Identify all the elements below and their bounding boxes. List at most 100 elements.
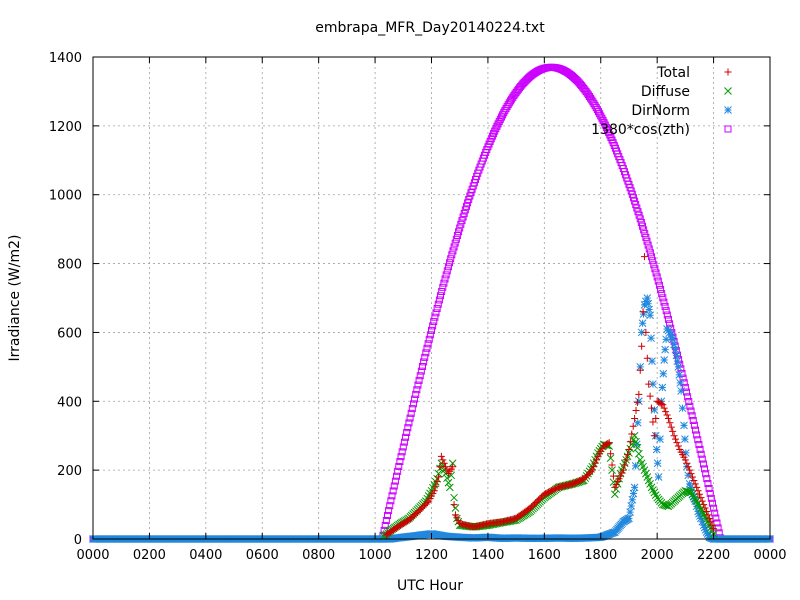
- total-point: [605, 439, 613, 447]
- total-point: [691, 480, 699, 488]
- 1380-cos-zth-point: [708, 499, 716, 507]
- 1380-cos-zth-point: [683, 388, 691, 396]
- total-point: [622, 456, 630, 464]
- total-point: [588, 466, 596, 474]
- total-point: [688, 473, 696, 481]
- dirnorm-point: [637, 328, 646, 337]
- total-point: [693, 483, 701, 491]
- total-point: [684, 463, 692, 471]
- total-point: [621, 461, 629, 469]
- 1380-cos-zth-point: [461, 206, 469, 214]
- total-point: [614, 478, 622, 486]
- total-point: [670, 432, 678, 440]
- 1380-cos-zth-point: [448, 251, 456, 259]
- x-tick-label: 0000: [753, 548, 786, 563]
- 1380-cos-zth-point: [442, 271, 450, 279]
- chart-title: embrapa_MFR_Day20140224.txt: [315, 20, 545, 36]
- total-point: [593, 456, 601, 464]
- 1380-cos-zth-point: [652, 269, 660, 277]
- 1380-cos-zth-point: [433, 305, 441, 313]
- legend-marker-1380-cos-zth: [724, 125, 732, 133]
- 1380-cos-zth-point: [434, 300, 442, 308]
- 1380-cos-zth-point: [597, 112, 605, 120]
- 1380-cos-zth-point: [664, 315, 672, 323]
- diffuse-point: [444, 478, 453, 487]
- 1380-cos-zth-point: [685, 397, 693, 405]
- total-point: [687, 470, 695, 478]
- 1380-cos-zth-point: [458, 217, 466, 225]
- total-point: [430, 487, 438, 495]
- 1380-cos-zth-point: [651, 265, 659, 273]
- 1380-cos-zth-point: [407, 409, 415, 417]
- 1380-cos-zth-point: [383, 512, 391, 520]
- dirnorm-point: [630, 483, 639, 492]
- 1380-cos-zth-point: [697, 450, 705, 458]
- 1380-cos-zth-point: [390, 482, 398, 490]
- 1380-cos-zth-point: [443, 267, 451, 275]
- total-point: [648, 404, 656, 412]
- 1380-cos-zth-point: [648, 253, 656, 261]
- legend-marker-dirnorm: [724, 106, 732, 114]
- diffuse-point: [451, 504, 460, 512]
- 1380-cos-zth-point: [689, 417, 697, 425]
- total-point: [615, 475, 623, 483]
- total-point: [618, 469, 626, 477]
- 1380-cos-zth-point: [413, 386, 421, 394]
- dirnorm-point: [627, 502, 636, 510]
- dirnorm-point: [681, 435, 689, 444]
- dirnorm-point: [647, 334, 655, 343]
- 1380-cos-zth-point: [636, 215, 644, 223]
- 1380-cos-zth-point: [711, 509, 719, 517]
- 1380-cos-zth-point: [599, 116, 607, 124]
- 1380-cos-zth-point: [418, 363, 426, 371]
- total-point: [657, 400, 665, 408]
- total-point: [690, 476, 698, 484]
- dirnorm-point: [677, 387, 685, 395]
- 1380-cos-zth-point: [455, 228, 463, 236]
- 1380-cos-zth-point: [460, 209, 468, 217]
- y-tick-label: 0: [74, 533, 82, 548]
- dirnorm-point: [698, 517, 707, 526]
- y-tick-label: 1000: [49, 189, 82, 204]
- diffuse-point: [633, 443, 642, 452]
- dirnorm-point: [653, 459, 662, 468]
- total-point: [608, 461, 616, 469]
- x-tick-label: 1200: [415, 548, 448, 563]
- total-point: [674, 442, 682, 450]
- 1380-cos-zth-point: [660, 298, 668, 306]
- total-point: [451, 511, 459, 519]
- dirnorm-point: [649, 380, 657, 388]
- 1380-cos-zth-point: [430, 318, 438, 326]
- dirnorm-point: [643, 294, 652, 302]
- 1380-cos-zth-point: [690, 421, 698, 429]
- 1380-cos-zth-point: [435, 296, 443, 304]
- 1380-cos-zth-point: [698, 455, 706, 463]
- dirnorm-point: [662, 335, 670, 344]
- 1380-cos-zth-point: [632, 201, 640, 209]
- 1380-cos-zth-point: [710, 504, 718, 512]
- 1380-cos-zth-point: [396, 458, 404, 466]
- dirnorm-point: [675, 371, 684, 379]
- dirnorm-point: [652, 445, 661, 454]
- 1380-cos-zth-point: [686, 402, 694, 410]
- 1380-cos-zth-point: [602, 123, 610, 131]
- 1380-cos-zth-point: [409, 400, 417, 408]
- 1380-cos-zth-point: [645, 245, 653, 253]
- 1380-cos-zth-point: [386, 502, 394, 510]
- 1380-cos-zth-point: [404, 424, 412, 432]
- dirnorm-point: [644, 299, 653, 308]
- 1380-cos-zth-point: [425, 335, 433, 343]
- dirnorm-point: [658, 383, 667, 392]
- total-point: [705, 514, 713, 522]
- total-point: [683, 459, 691, 467]
- 1380-cos-zth-point: [713, 519, 721, 527]
- total-point: [697, 494, 705, 502]
- dirnorm-point: [686, 483, 695, 492]
- y-tick-label: 800: [57, 258, 82, 273]
- 1380-cos-zth-point: [687, 407, 695, 415]
- total-point: [669, 427, 677, 435]
- total-point: [645, 380, 653, 388]
- dirnorm-point: [680, 421, 688, 430]
- diffuse-point: [606, 454, 615, 462]
